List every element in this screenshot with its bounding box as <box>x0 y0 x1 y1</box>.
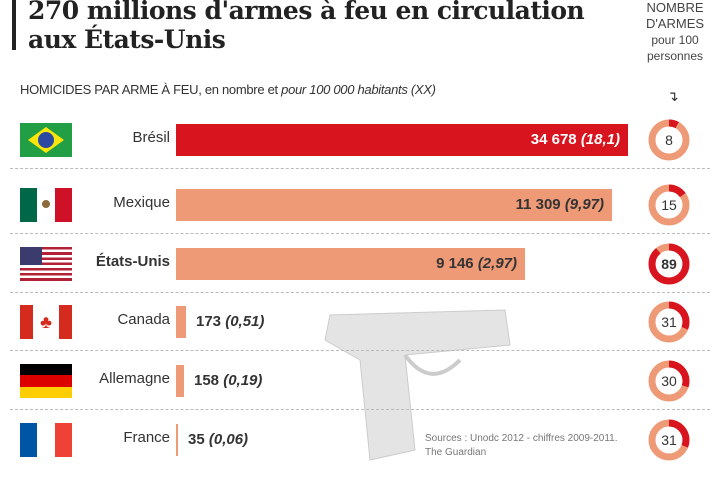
bar <box>176 365 184 397</box>
count-label: 34 678 <box>530 131 577 148</box>
rate-label: (2,97) <box>477 255 517 272</box>
country-label: États-Unis <box>95 253 170 270</box>
donut-fill <box>648 184 690 226</box>
donut-label: 31 <box>661 314 677 330</box>
chart-row: Allemagne 158 (0,19) 30 <box>0 352 720 410</box>
rate-label: (0,51) <box>225 313 265 330</box>
donut-label: 89 <box>661 256 677 272</box>
guns-donut <box>648 360 690 402</box>
count-label: 173 <box>196 313 222 330</box>
donut-fill <box>648 360 690 402</box>
chart-row: France 35 (0,06) 31 <box>0 411 720 469</box>
count-label: 158 <box>194 372 220 389</box>
row-separator <box>10 409 710 410</box>
country-label: France <box>123 429 170 446</box>
chart-title: 270 millions d'armes à feu en circulatio… <box>28 0 585 54</box>
value-label: 11 309 (9,97) <box>516 196 604 213</box>
source-note: Sources : Unodc 2012 - chiffres 2009-201… <box>425 432 618 460</box>
guns-donut <box>648 243 690 285</box>
chart-row: États-Unis 9 146 (2,97) 89 <box>0 235 720 293</box>
donut-fill <box>648 119 690 161</box>
arrow-down-icon: ↴ <box>667 88 679 104</box>
value-label: 173 (0,51) <box>196 313 264 330</box>
donut-fill <box>648 243 690 285</box>
flag-icon <box>20 423 72 457</box>
bar <box>176 248 525 280</box>
pistol-illustration <box>324 309 511 461</box>
rate-label: (0,06) <box>208 431 249 448</box>
flag-icon <box>20 188 72 222</box>
right-header-line: NOMBRE <box>646 0 704 15</box>
country-label: Mexique <box>113 194 170 211</box>
count-label: 9 146 <box>436 255 474 272</box>
donut-label: 8 <box>665 132 673 148</box>
guns-donut <box>648 184 690 226</box>
title-rule <box>12 0 16 50</box>
right-header-line: pour 100 <box>651 33 699 47</box>
row-separator <box>10 350 710 351</box>
flag-icon <box>20 247 72 281</box>
bar <box>176 124 628 156</box>
rate-label: (18,1) <box>580 131 620 148</box>
donut-fill <box>648 301 690 343</box>
right-header-line: D'ARMES <box>645 16 705 31</box>
bar <box>176 306 186 338</box>
source-line: Sources : Unodc 2012 - chiffres 2009-201… <box>425 433 618 444</box>
value-label: 34 678 (18,1) <box>531 131 620 148</box>
row-separator <box>10 292 710 293</box>
rate-label: (9,97) <box>564 196 604 213</box>
country-label: Brésil <box>132 129 170 146</box>
count-label: 35 <box>188 431 205 448</box>
chart-row: ♣ Canada 173 (0,51) 31 <box>0 293 720 351</box>
donut-label: 15 <box>661 197 677 213</box>
donut-label: 31 <box>661 432 677 448</box>
row-separator <box>10 233 710 234</box>
guns-donut <box>648 119 690 161</box>
country-label: Canada <box>117 311 170 328</box>
donut-label: 30 <box>661 373 677 389</box>
subtitle-main: HOMICIDES PAR ARME À FEU, en nombre et <box>20 82 282 97</box>
rate-label: (0,19) <box>223 372 263 389</box>
chart-row: Mexique 11 309 (9,97) 15 <box>0 176 720 234</box>
bar <box>176 189 612 221</box>
flag-icon <box>20 123 72 157</box>
right-header-line: personnes <box>646 49 704 63</box>
row-separator <box>10 168 710 169</box>
value-label: 9 146 (2,97) <box>436 255 517 272</box>
count-label: 11 309 <box>515 196 561 213</box>
guns-donut <box>648 419 690 461</box>
source-line: The Guardian <box>425 447 487 458</box>
chart-row: Brésil 34 678 (18,1) 8 <box>0 111 720 169</box>
chart-subtitle: HOMICIDES PAR ARME À FEU, en nombre et p… <box>20 82 436 97</box>
guns-donut <box>648 301 690 343</box>
flag-icon: ♣ <box>20 305 72 339</box>
right-header: NOMBRE D'ARMES pour 100 personnes <box>630 0 720 64</box>
value-label: 35 (0,06) <box>188 431 248 448</box>
subtitle-italic: pour 100 000 habitants (XX) <box>281 82 436 97</box>
bar <box>176 424 178 456</box>
country-label: Allemagne <box>99 370 170 387</box>
donut-fill <box>648 419 690 461</box>
value-label: 158 (0,19) <box>194 372 262 389</box>
flag-icon <box>20 364 72 398</box>
